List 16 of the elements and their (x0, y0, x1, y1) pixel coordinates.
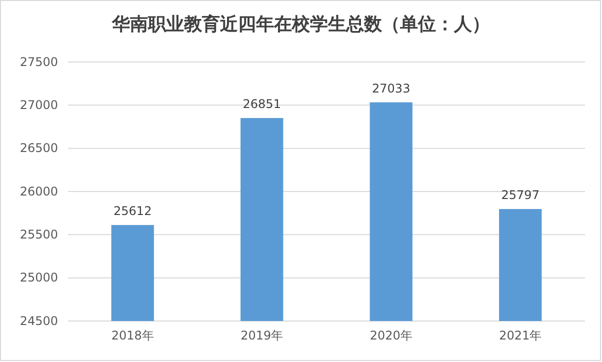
y-tick-label: 26500 (20, 141, 58, 156)
y-tick-label: 26000 (20, 184, 58, 198)
data-label: 26851 (242, 97, 281, 112)
data-label: 25612 (114, 204, 152, 218)
y-tick-label: 27000 (20, 98, 58, 112)
x-tick-label: 2018年 (111, 328, 154, 343)
chart-title: 华南职业教育近四年在校学生总数（单位：人） (111, 13, 490, 35)
y-tick-label: 25000 (20, 270, 58, 285)
x-tick-label: 2020年 (370, 328, 412, 343)
y-tick-label: 24500 (20, 314, 58, 328)
x-tick-label: 2019年 (240, 328, 284, 343)
x-tick-label: 2021年 (499, 328, 542, 343)
y-tick-label: 27500 (20, 54, 58, 69)
data-label: 25797 (501, 188, 540, 202)
data-label: 27033 (372, 81, 410, 96)
y-tick-label: 25500 (20, 228, 58, 242)
